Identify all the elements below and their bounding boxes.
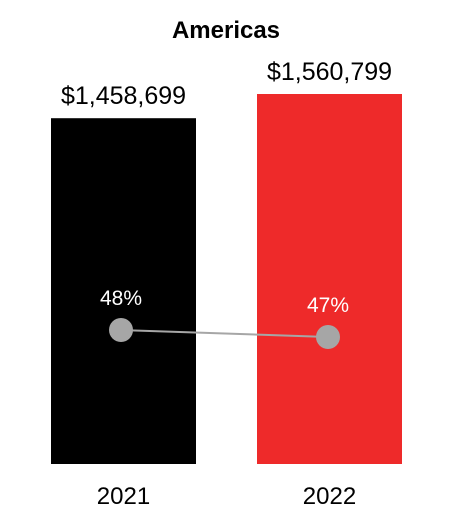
line-layer [109,318,340,349]
category-label-2021: 2021 [97,483,150,510]
value-label-2022: $1,560,799 [267,58,392,86]
percent-marker-2022 [316,325,340,349]
percent-marker-2021 [109,318,133,342]
percent-line [120,329,329,338]
percent-label-2022: 47% [307,294,349,317]
bar-2021 [51,118,196,465]
bars-layer [51,94,402,465]
chart-title: Americas [172,17,280,44]
labels-layer: $1,458,699 2021 $1,560,799 2022 48% 47% [61,58,392,510]
category-label-2022: 2022 [303,483,356,510]
value-label-2021: $1,458,699 [61,82,186,110]
percent-label-2021: 48% [100,287,142,310]
bar-2022 [257,94,402,464]
